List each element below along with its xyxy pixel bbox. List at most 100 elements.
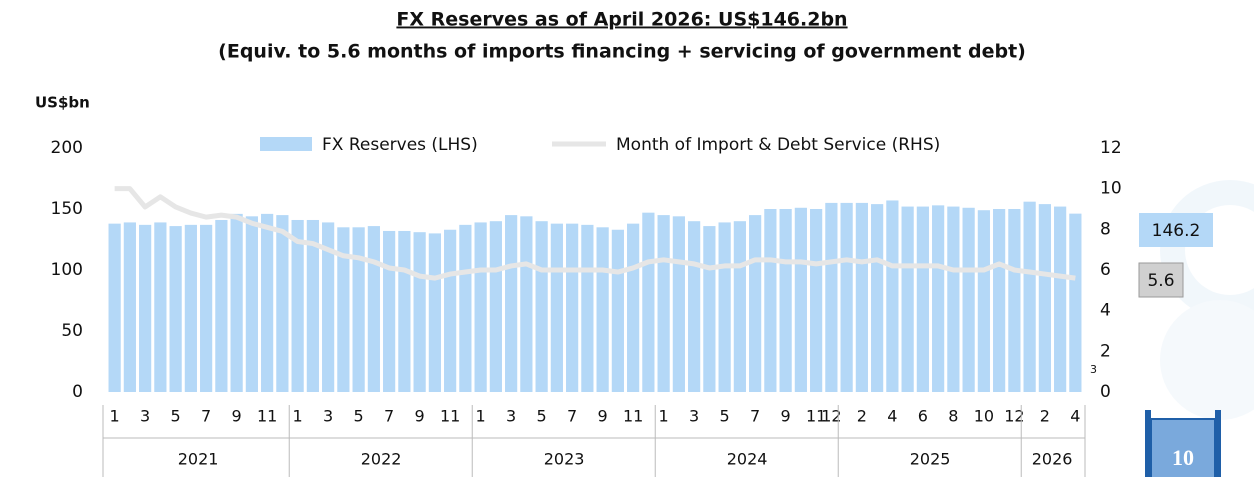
bar: [932, 205, 945, 392]
legend-label: FX Reserves (LHS): [322, 135, 478, 155]
x-tick-label: 9: [598, 407, 608, 426]
x-tick-label: 5: [537, 407, 547, 426]
bar: [123, 222, 136, 392]
x-tick-label: 11: [806, 407, 826, 426]
bar: [855, 202, 868, 392]
value-label: 146.2: [1152, 221, 1201, 241]
x-tick-label: 12: [1004, 407, 1024, 426]
bar: [535, 221, 548, 392]
bar: [1023, 201, 1036, 392]
x-tick-label: 5: [354, 407, 364, 426]
bar: [642, 212, 655, 392]
y2-tick-label: 2: [1100, 341, 1111, 361]
legend-swatch: [260, 137, 312, 151]
x-tick-label: 1: [659, 407, 669, 426]
x-tick-label: 7: [750, 407, 760, 426]
bar: [184, 224, 197, 392]
x-tick-label: 9: [781, 407, 791, 426]
bar: [779, 209, 792, 392]
year-label: 2023: [544, 450, 585, 469]
value-label-box: [1139, 213, 1213, 247]
bar: [886, 200, 899, 392]
bar: [871, 204, 884, 392]
y2-tick-label: 12: [1100, 138, 1122, 158]
x-tick-label: 1: [110, 407, 120, 426]
bar: [398, 230, 411, 392]
bar: [718, 222, 731, 392]
legend-label: Month of Import & Debt Service (RHS): [616, 135, 940, 155]
bar: [291, 219, 304, 392]
x-tick-label: 11: [257, 407, 277, 426]
bar: [413, 232, 426, 392]
x-tick-label: 3: [323, 407, 333, 426]
x-tick-label: 2: [1040, 407, 1050, 426]
bar: [688, 221, 701, 392]
bar: [367, 226, 380, 392]
y-axis-label: US$bn: [35, 94, 90, 112]
x-tick-label: 3: [140, 407, 150, 426]
bar: [566, 223, 579, 392]
value-label: 5.6: [1147, 271, 1174, 291]
bar: [703, 226, 716, 392]
bar: [657, 215, 670, 392]
bar: [550, 223, 563, 392]
chart-title: FX Reserves as of April 2026: US$146.2bn: [396, 9, 847, 31]
x-tick-label: 9: [232, 407, 242, 426]
y2-tick-label: 4: [1100, 301, 1111, 321]
value-label-box: [1138, 262, 1184, 298]
x-tick-label: 7: [567, 407, 577, 426]
bar: [977, 210, 990, 392]
bar: [154, 222, 167, 392]
bar: [672, 216, 685, 392]
page-badge: 10: [1145, 410, 1221, 477]
bar: [993, 209, 1006, 392]
bar: [459, 224, 472, 392]
y2-tick-label: 10: [1100, 179, 1122, 199]
x-tick-label: 11: [623, 407, 643, 426]
bar: [1038, 204, 1051, 392]
x-tick-label: 1: [293, 407, 303, 426]
bar: [230, 213, 243, 392]
x-tick-label: 12: [821, 407, 841, 426]
bar: [428, 233, 441, 392]
y2-tick-label: 8: [1100, 219, 1111, 239]
x-tick-label: 11: [440, 407, 460, 426]
bar: [1008, 209, 1021, 392]
year-label: 2021: [178, 450, 219, 469]
bar: [474, 222, 487, 392]
bar: [733, 221, 746, 392]
y-tick-label: 150: [51, 199, 83, 219]
x-tick-label: 10: [974, 407, 994, 426]
bar: [627, 223, 640, 392]
footnote-marker: 3: [1090, 363, 1097, 376]
x-tick-label: 3: [506, 407, 516, 426]
bar: [581, 224, 594, 392]
bar: [306, 219, 319, 392]
bar: [962, 207, 975, 392]
x-tick-label: 7: [384, 407, 394, 426]
x-tick-label: 7: [201, 407, 211, 426]
line: [114, 186, 1076, 281]
bar: [810, 209, 823, 392]
x-tick-label: 3: [689, 407, 699, 426]
bar: [200, 224, 213, 392]
page-number: 10: [1172, 445, 1194, 470]
bar: [261, 213, 274, 392]
year-label: 2025: [910, 450, 951, 469]
bar: [596, 227, 609, 392]
bar: [901, 206, 914, 392]
bar: [444, 229, 457, 392]
bar: [322, 222, 335, 392]
y-tick-label: 50: [61, 321, 83, 341]
bar: [352, 227, 365, 392]
bar: [764, 209, 777, 392]
x-tick-label: 5: [171, 407, 181, 426]
bar: [520, 216, 533, 392]
bar: [383, 230, 396, 392]
bar: [840, 202, 853, 392]
x-tick-label: 9: [415, 407, 425, 426]
year-label: 2026: [1032, 450, 1073, 469]
bar: [794, 207, 807, 392]
bar: [947, 206, 960, 392]
